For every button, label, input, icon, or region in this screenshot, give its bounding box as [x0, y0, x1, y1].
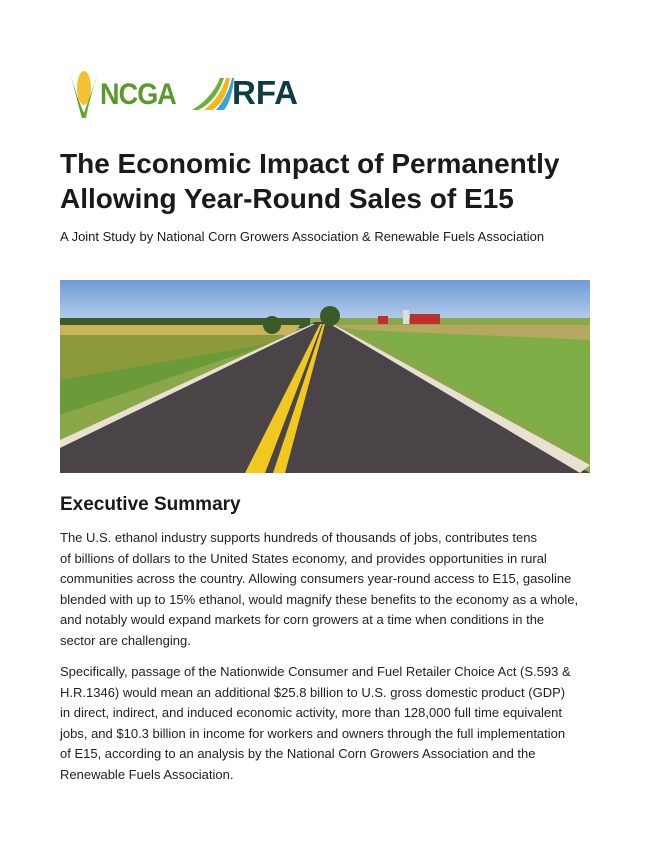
ncga-logo-text: NCGA [100, 78, 177, 111]
text-line: blended with up to 15% ethanol, would ma… [60, 591, 579, 607]
section-heading: Executive Summary [60, 494, 241, 515]
subtitle: A Joint Study by National Corn Growers A… [60, 229, 545, 244]
ncga-corn-logo-icon [70, 71, 98, 118]
text-line: Specifically, passage of the Nationwide … [60, 664, 571, 679]
rfa-logo-icon [192, 78, 234, 110]
text-line: H.R.1346) would mean an additional $25.8… [60, 684, 566, 700]
paragraph-2: Specifically, passage of the Nationwide … [60, 662, 600, 785]
text-line: jobs, and $10.3 billion in income for wo… [60, 725, 566, 741]
text-line: of billions of dollars to the United Sta… [60, 550, 547, 566]
text-line: communities across the country. Allowing… [60, 571, 572, 586]
page-title: The Economic Impact of Permanently Allow… [60, 148, 560, 214]
rural-road-photo [60, 280, 590, 473]
paragraph-1: The U.S. ethanol industry supports hundr… [60, 528, 600, 651]
text-line: The U.S. ethanol industry supports hundr… [60, 530, 537, 545]
text-line: in direct, indirect, and induced economi… [60, 705, 562, 720]
text-line: of E15, according to an analysis by the … [60, 746, 536, 761]
rfa-logo-text: RFA [232, 74, 298, 111]
text-line: Renewable Fuels Association. [60, 766, 234, 782]
text-line: and notably would expand markets for cor… [60, 612, 545, 627]
text-line: sector are challenging. [60, 632, 191, 648]
